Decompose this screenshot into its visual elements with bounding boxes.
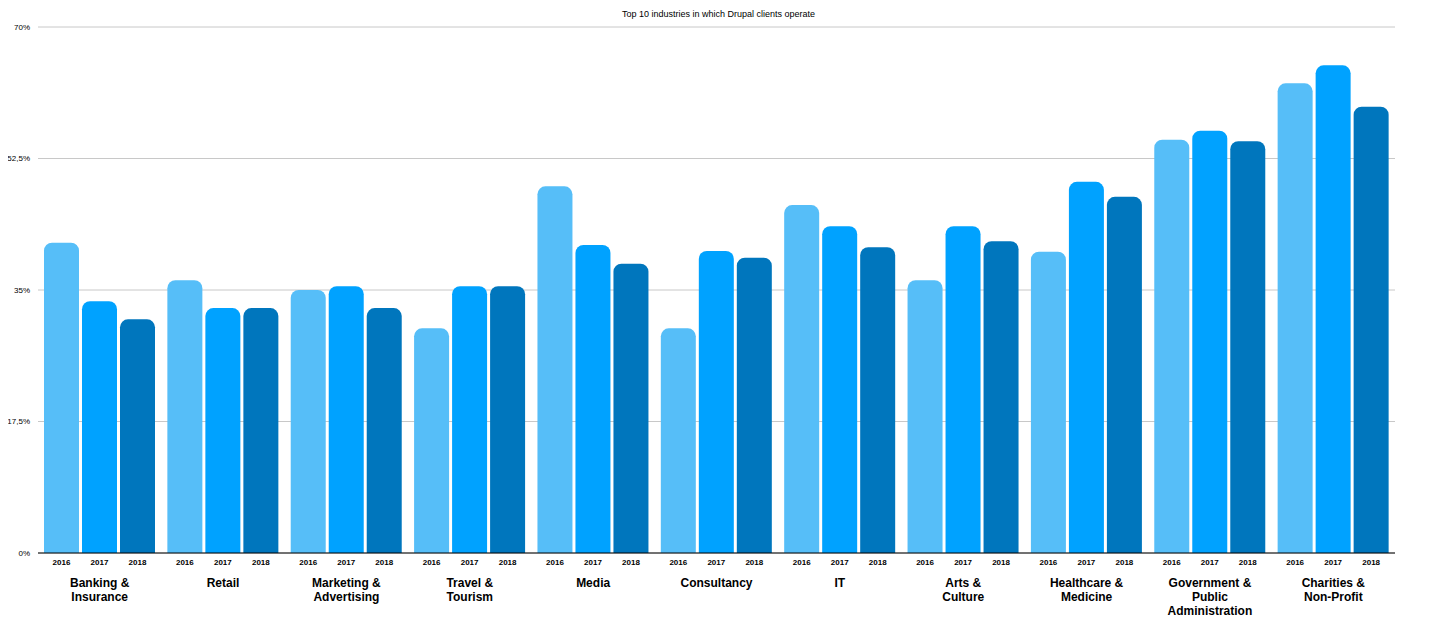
- svg-text:2018: 2018: [622, 558, 640, 567]
- svg-text:Government &: Government &: [1169, 576, 1252, 590]
- svg-text:35%: 35%: [14, 286, 30, 295]
- svg-text:0%: 0%: [18, 549, 30, 558]
- svg-text:2018: 2018: [1362, 558, 1380, 567]
- svg-text:2016: 2016: [916, 558, 934, 567]
- svg-text:Arts &: Arts &: [945, 576, 981, 590]
- svg-text:2016: 2016: [176, 558, 194, 567]
- svg-text:Retail: Retail: [207, 576, 240, 590]
- svg-text:17,5%: 17,5%: [8, 417, 30, 426]
- svg-text:Non-Profit: Non-Profit: [1304, 590, 1363, 604]
- svg-text:2016: 2016: [423, 558, 441, 567]
- svg-text:Tourism: Tourism: [447, 590, 493, 604]
- svg-text:52,5%: 52,5%: [8, 154, 30, 163]
- svg-text:2018: 2018: [745, 558, 763, 567]
- svg-text:2017: 2017: [214, 558, 232, 567]
- svg-text:Charities &: Charities &: [1302, 576, 1366, 590]
- svg-text:2016: 2016: [793, 558, 811, 567]
- svg-text:2018: 2018: [375, 558, 393, 567]
- svg-text:Marketing &: Marketing &: [312, 576, 381, 590]
- svg-text:2017: 2017: [91, 558, 109, 567]
- svg-text:Media: Media: [576, 576, 610, 590]
- svg-text:IT: IT: [835, 576, 846, 590]
- svg-text:2017: 2017: [1201, 558, 1219, 567]
- svg-text:70%: 70%: [14, 23, 30, 32]
- svg-text:2017: 2017: [831, 558, 849, 567]
- svg-text:2018: 2018: [499, 558, 517, 567]
- svg-text:Culture: Culture: [942, 590, 984, 604]
- svg-text:2016: 2016: [1040, 558, 1058, 567]
- html-text:Top 10 industries in which Dru: Top 10 industries in which Drupal client…: [621, 9, 815, 19]
- svg-text:2017: 2017: [954, 558, 972, 567]
- svg-text:2018: 2018: [1239, 558, 1257, 567]
- svg-text:2017: 2017: [584, 558, 602, 567]
- svg-text:2018: 2018: [129, 558, 147, 567]
- svg-text:Banking &: Banking &: [70, 576, 130, 590]
- svg-text:Administration: Administration: [1168, 604, 1253, 618]
- svg-text:2016: 2016: [546, 558, 564, 567]
- svg-text:Healthcare &: Healthcare &: [1050, 576, 1124, 590]
- svg-text:Medicine: Medicine: [1061, 590, 1113, 604]
- svg-text:Insurance: Insurance: [71, 590, 128, 604]
- svg-text:2017: 2017: [1324, 558, 1342, 567]
- svg-text:2018: 2018: [252, 558, 270, 567]
- svg-text:2016: 2016: [299, 558, 317, 567]
- svg-text:2016: 2016: [669, 558, 687, 567]
- svg-text:Travel &: Travel &: [446, 576, 493, 590]
- svg-text:2017: 2017: [461, 558, 479, 567]
- svg-text:2018: 2018: [992, 558, 1010, 567]
- svg-text:2018: 2018: [1116, 558, 1134, 567]
- svg-text:2017: 2017: [707, 558, 725, 567]
- svg-text:Advertising: Advertising: [313, 590, 379, 604]
- svg-text:2016: 2016: [53, 558, 71, 567]
- svg-text:2017: 2017: [1078, 558, 1096, 567]
- svg-text:Public: Public: [1192, 590, 1228, 604]
- svg-text:2016: 2016: [1163, 558, 1181, 567]
- svg-text:Consultancy: Consultancy: [680, 576, 752, 590]
- svg-text:2018: 2018: [869, 558, 887, 567]
- svg-text:2017: 2017: [337, 558, 355, 567]
- svg-text:2016: 2016: [1286, 558, 1304, 567]
